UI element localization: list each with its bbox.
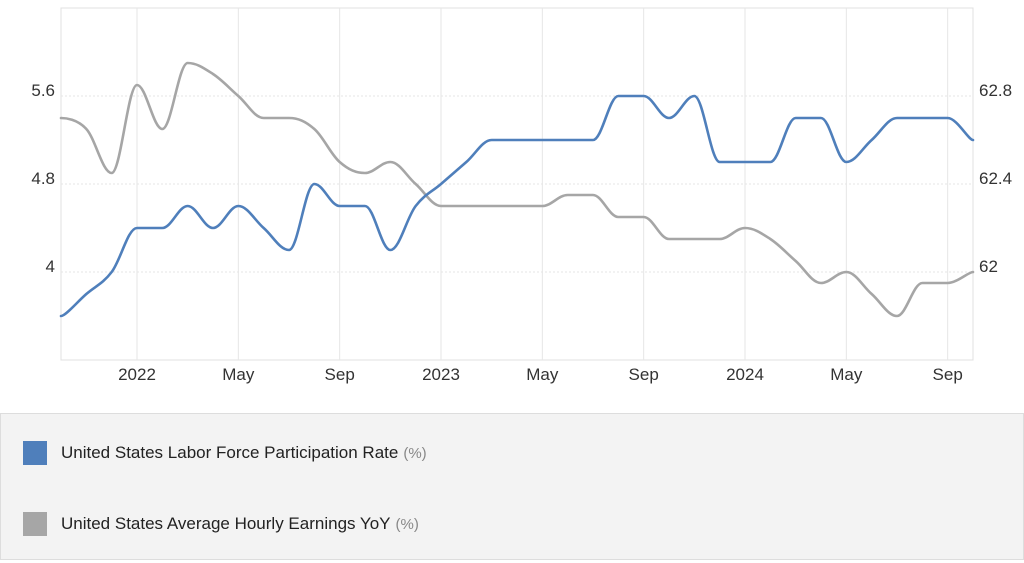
right-y-tick-label: 62.8: [979, 81, 1012, 100]
x-tick-label: 2024: [726, 365, 764, 384]
series-line-hourly-earnings[interactable]: [59, 61, 975, 318]
legend-label: United States Labor Force Participation …: [61, 443, 399, 462]
legend: United States Labor Force Participation …: [0, 413, 1024, 560]
x-tick-label: Sep: [629, 365, 659, 384]
legend-item-hourly-earnings[interactable]: United States Average Hourly Earnings Yo…: [23, 511, 419, 537]
legend-item-participation-rate[interactable]: United States Labor Force Participation …: [23, 440, 427, 466]
chart-area: 2022 May Sep 2023 May Sep 2024 May Sep 4 4.8 5.6 62 6…: [31, 7, 1013, 384]
x-tick-label: 2023: [422, 365, 460, 384]
right-y-tick-label: 62: [979, 257, 998, 276]
line-chart: 2022 May Sep 2023 May Sep 2024 May Sep 4 4.8 5.6 62 6…: [31, 7, 1012, 384]
x-tick-label: May: [222, 365, 255, 384]
tick-layer: 2022 May Sep 2023 May Sep 2024 May Sep 4 4.8 5.6 62 6…: [31, 81, 1012, 384]
legend-swatch-blue: [23, 441, 47, 465]
grid-layer: [60, 7, 974, 361]
x-tick-label: Sep: [933, 365, 963, 384]
x-tick-label: 2022: [118, 365, 156, 384]
legend-label: United States Average Hourly Earnings Yo…: [61, 514, 391, 533]
x-tick-label: May: [526, 365, 559, 384]
left-y-tick-label: 5.6: [31, 81, 55, 100]
legend-swatch-gray: [23, 512, 47, 536]
left-y-tick-label: 4.8: [31, 169, 55, 188]
series-line-participation-rate[interactable]: [59, 94, 975, 318]
x-tick-label: Sep: [325, 365, 355, 384]
series-layer: [59, 61, 975, 318]
left-y-tick-label: 4: [46, 257, 55, 276]
x-tick-label: May: [830, 365, 863, 384]
legend-unit: (%): [395, 515, 419, 533]
right-y-tick-label: 62.4: [979, 169, 1012, 188]
legend-unit: (%): [403, 444, 427, 462]
